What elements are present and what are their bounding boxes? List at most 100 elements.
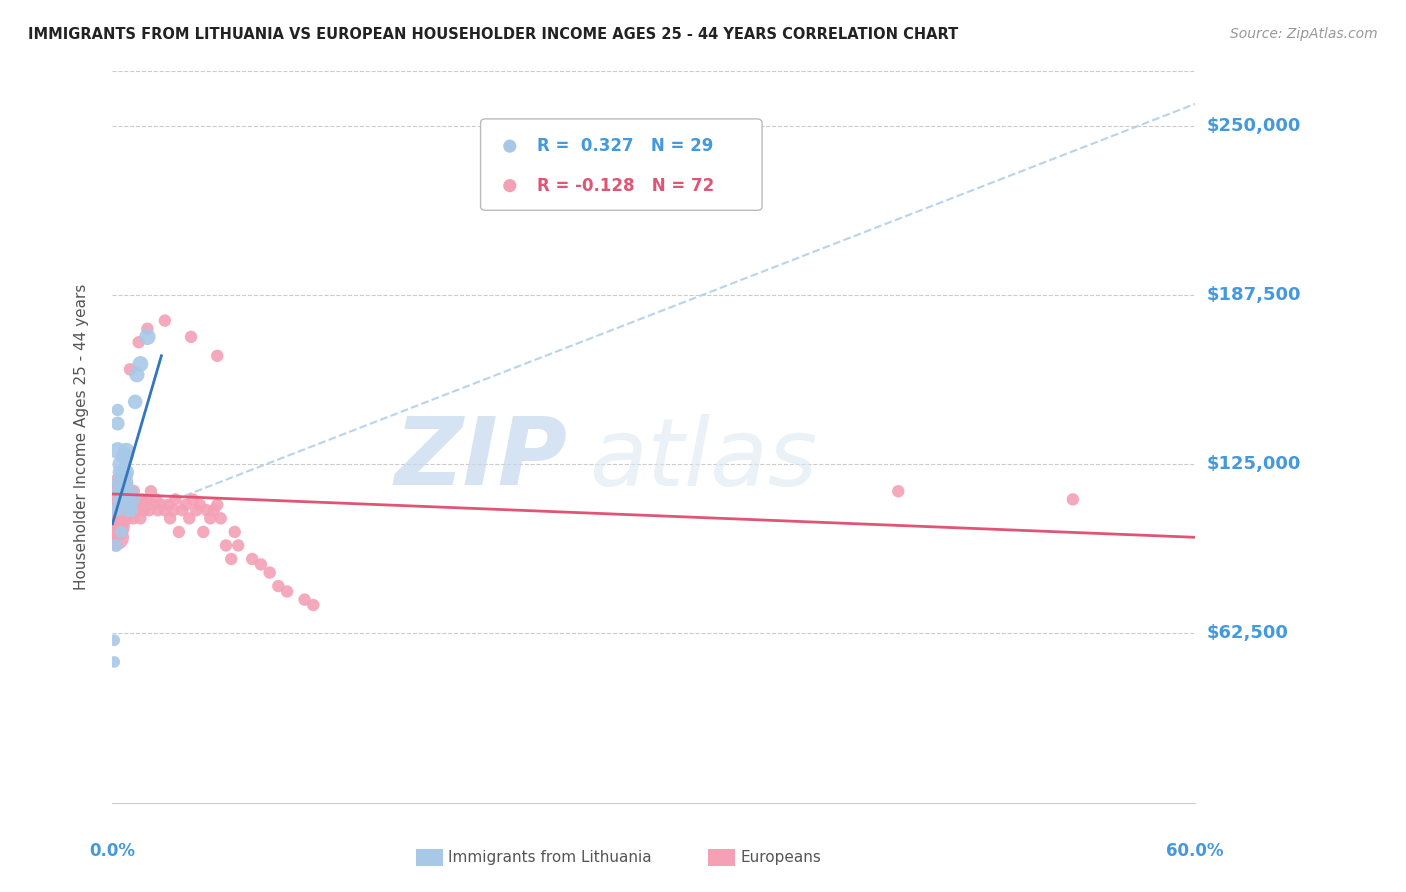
Point — [200, 511, 222, 525]
Point — [114, 484, 136, 499]
Point — [193, 524, 215, 539]
Point — [157, 498, 180, 512]
Point — [108, 465, 131, 479]
Point — [224, 524, 246, 539]
Text: R = -0.128   N = 72: R = -0.128 N = 72 — [537, 177, 714, 194]
Point — [110, 503, 132, 517]
Point — [111, 471, 134, 485]
Point — [165, 492, 187, 507]
Point — [115, 476, 138, 491]
Point — [219, 552, 242, 566]
Point — [1062, 492, 1084, 507]
Point — [742, 796, 765, 810]
Point — [114, 498, 136, 512]
Point — [138, 503, 160, 517]
Point — [110, 457, 132, 471]
Point — [107, 503, 129, 517]
Point — [226, 538, 249, 552]
Point — [159, 511, 181, 525]
Text: 60.0%: 60.0% — [1167, 842, 1223, 860]
Point — [118, 484, 141, 499]
Point — [131, 492, 153, 507]
Point — [114, 449, 136, 463]
Point — [124, 395, 146, 409]
Point — [129, 511, 152, 525]
Point — [188, 498, 211, 512]
Point — [111, 476, 134, 491]
Point — [267, 579, 290, 593]
Point — [181, 492, 204, 507]
Point — [240, 552, 263, 566]
Point — [104, 530, 127, 544]
Point — [103, 519, 125, 533]
FancyBboxPatch shape — [481, 119, 762, 211]
Point — [179, 511, 201, 525]
Point — [107, 476, 129, 491]
Text: Source: ZipAtlas.com: Source: ZipAtlas.com — [1230, 27, 1378, 41]
Point — [302, 598, 325, 612]
Point — [150, 498, 173, 512]
Point — [104, 538, 127, 552]
Point — [122, 484, 145, 499]
Point — [118, 503, 141, 517]
Text: $250,000: $250,000 — [1206, 117, 1301, 135]
Point — [167, 524, 190, 539]
Point — [108, 519, 131, 533]
Y-axis label: Householder Income Ages 25 - 44 years: Householder Income Ages 25 - 44 years — [75, 284, 89, 591]
Point — [107, 417, 129, 431]
Point — [174, 498, 197, 512]
Point — [110, 492, 132, 507]
Point — [118, 484, 141, 499]
Point — [186, 503, 208, 517]
Point — [132, 503, 155, 517]
Point — [108, 484, 131, 499]
Point — [180, 330, 202, 344]
Text: ZIP: ZIP — [394, 413, 567, 505]
Point — [107, 403, 129, 417]
Point — [172, 503, 194, 517]
Point — [117, 492, 139, 507]
Point — [107, 443, 129, 458]
Point — [209, 511, 232, 525]
Point — [111, 484, 134, 499]
Point — [153, 503, 176, 517]
Bar — [416, 849, 443, 866]
Point — [250, 558, 273, 572]
Point — [742, 796, 765, 810]
Point — [103, 633, 125, 648]
Point — [146, 503, 169, 517]
Point — [104, 503, 127, 517]
Point — [136, 492, 159, 507]
Point — [125, 503, 148, 517]
Point — [110, 524, 132, 539]
Point — [142, 498, 165, 512]
Text: $187,500: $187,500 — [1206, 285, 1301, 304]
Text: $62,500: $62,500 — [1206, 624, 1288, 642]
Point — [122, 492, 145, 507]
Point — [118, 498, 141, 512]
Text: Immigrants from Lithuania: Immigrants from Lithuania — [449, 850, 652, 865]
Point — [115, 465, 138, 479]
Point — [103, 655, 125, 669]
Point — [139, 484, 162, 499]
Point — [115, 443, 138, 458]
Point — [145, 492, 167, 507]
Point — [110, 484, 132, 499]
Point — [114, 476, 136, 491]
Bar — [709, 849, 735, 866]
Point — [202, 503, 225, 517]
Point — [117, 492, 139, 507]
Point — [136, 322, 159, 336]
Text: atlas: atlas — [589, 414, 817, 505]
Point — [125, 368, 148, 382]
Text: R =  0.327   N = 29: R = 0.327 N = 29 — [537, 137, 713, 155]
Point — [136, 330, 159, 344]
Point — [294, 592, 316, 607]
Point — [887, 484, 910, 499]
Point — [111, 503, 134, 517]
Point — [195, 503, 218, 517]
Point — [118, 362, 141, 376]
Point — [115, 511, 138, 525]
Point — [215, 538, 238, 552]
Point — [121, 503, 143, 517]
